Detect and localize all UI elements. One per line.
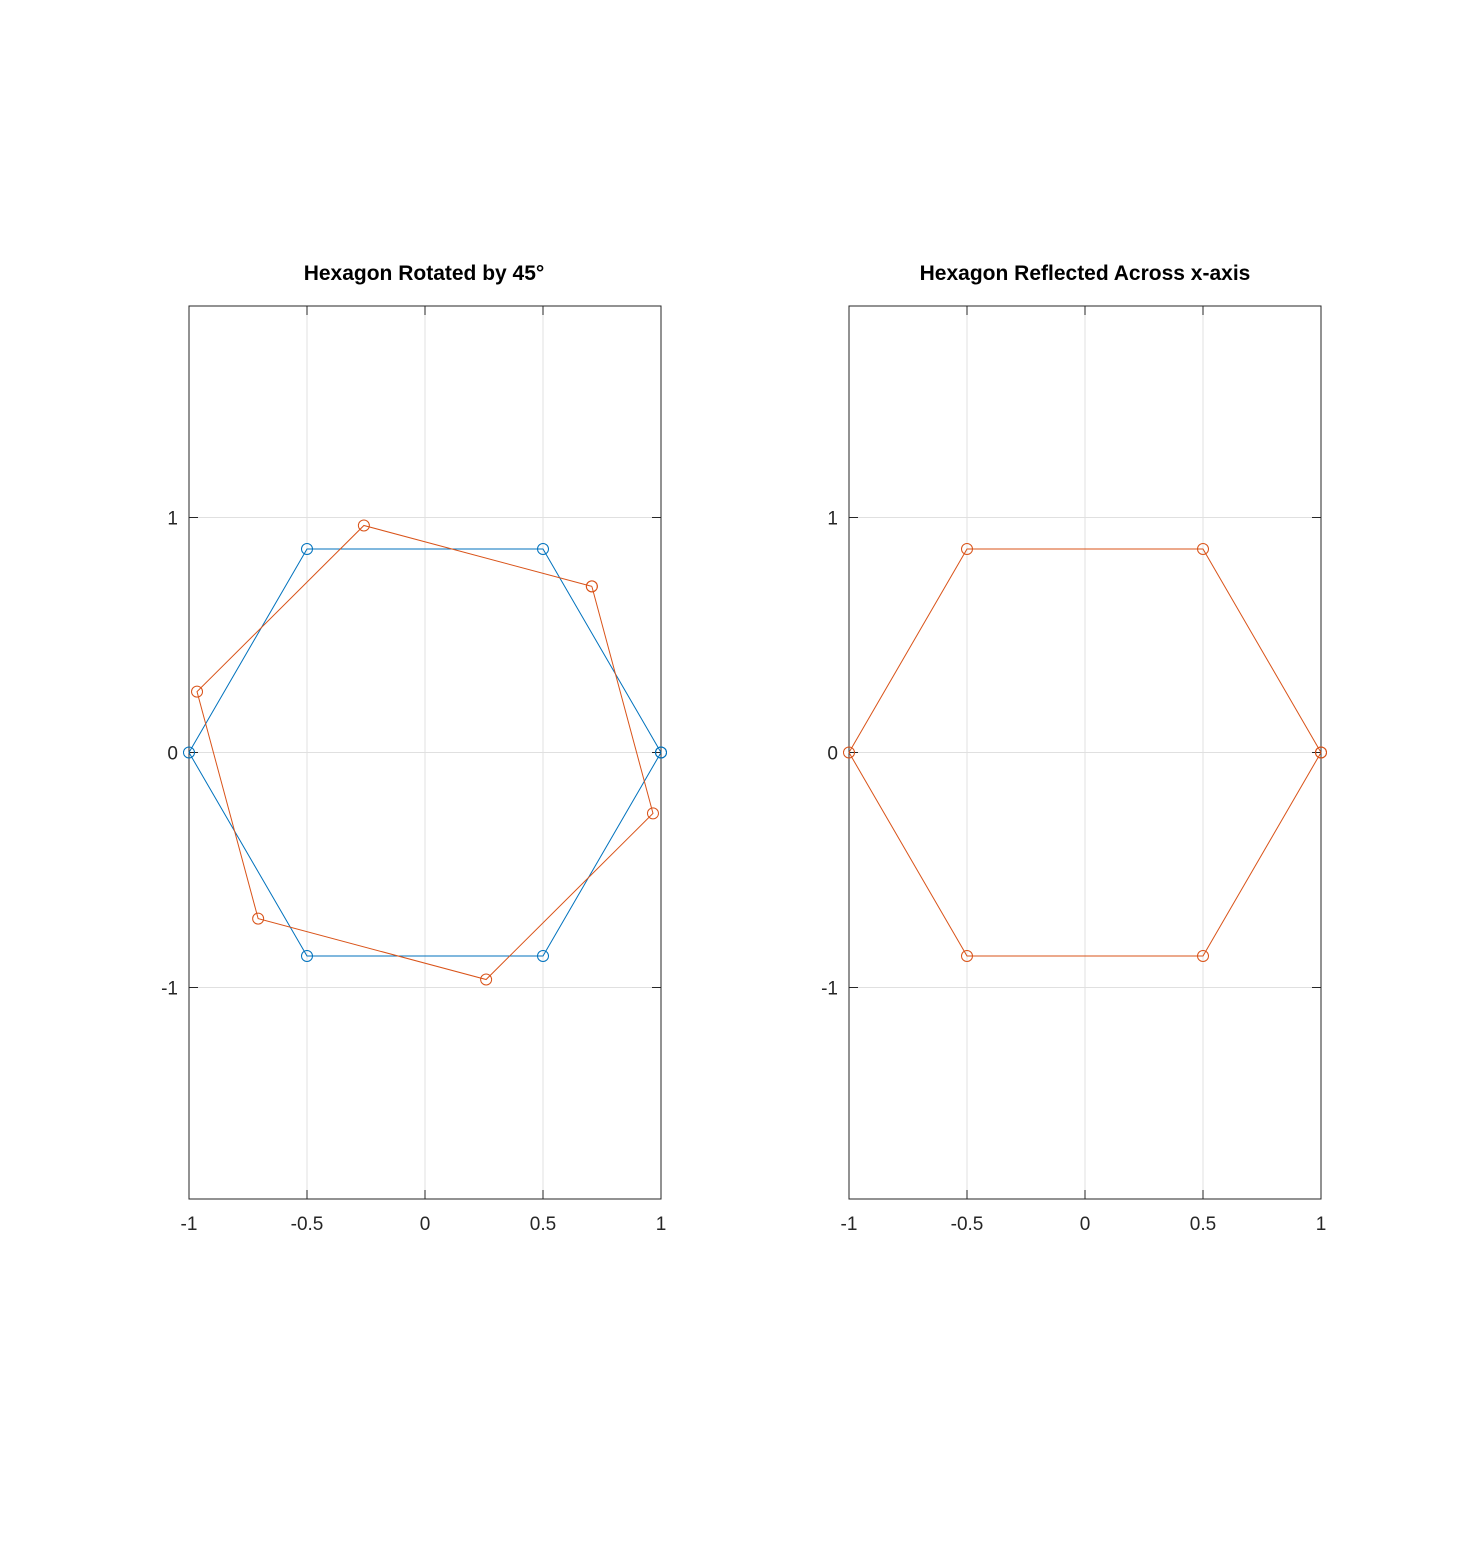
x-tick-label: 1	[656, 1214, 667, 1235]
data-point-marker	[961, 950, 973, 963]
y-tick-label: 1	[167, 509, 178, 530]
data-point-marker	[480, 973, 493, 986]
x-tick-label: -1	[841, 1214, 858, 1235]
data-point-marker	[537, 950, 549, 963]
y-tick-label: -1	[821, 979, 838, 1000]
x-tick-label: 1	[1316, 1214, 1327, 1235]
data-point-marker	[301, 950, 313, 963]
data-point-marker	[1197, 950, 1209, 963]
data-point-marker	[537, 542, 549, 555]
data-point-marker	[252, 912, 265, 925]
x-tick-label: -0.5	[291, 1214, 324, 1235]
x-tick-label: 0.5	[530, 1214, 556, 1235]
y-tick-label: 0	[827, 744, 838, 765]
data-point-marker	[1197, 542, 1209, 555]
data-point-marker	[1315, 746, 1327, 759]
chart-title: Hexagon Rotated by 45°	[304, 262, 545, 285]
chart-title: Hexagon Reflected Across x-axis	[920, 262, 1251, 285]
data-point-marker	[585, 580, 598, 593]
data-point-marker	[357, 519, 370, 532]
data-point-marker	[961, 542, 973, 555]
series-line	[188, 548, 662, 957]
data-point-marker	[646, 807, 659, 820]
x-tick-label: 0	[420, 1214, 431, 1235]
y-tick-label: 1	[827, 509, 838, 530]
data-point-marker	[655, 746, 667, 759]
x-tick-label: -1	[181, 1214, 198, 1235]
subplot-rotated-hexagon: Hexagon Rotated by 45° -1 -0.5 0 0.5 1 -1 0 1	[161, 262, 667, 1235]
x-tick-label: 0.5	[1190, 1214, 1216, 1235]
data-point-marker	[301, 542, 313, 555]
subplot-reflected-hexagon: Hexagon Reflected Across x-axis -1 -0.5 0 0…	[821, 262, 1327, 1235]
y-tick-label: -1	[161, 979, 178, 1000]
x-tick-label: -0.5	[951, 1214, 984, 1235]
x-tick-label: 0	[1080, 1214, 1091, 1235]
series-line	[848, 548, 1322, 957]
data-point-marker	[191, 685, 204, 698]
data-point-marker	[183, 746, 195, 759]
series-line	[196, 524, 654, 981]
data-point-marker	[843, 746, 855, 759]
y-tick-label: 0	[167, 744, 178, 765]
